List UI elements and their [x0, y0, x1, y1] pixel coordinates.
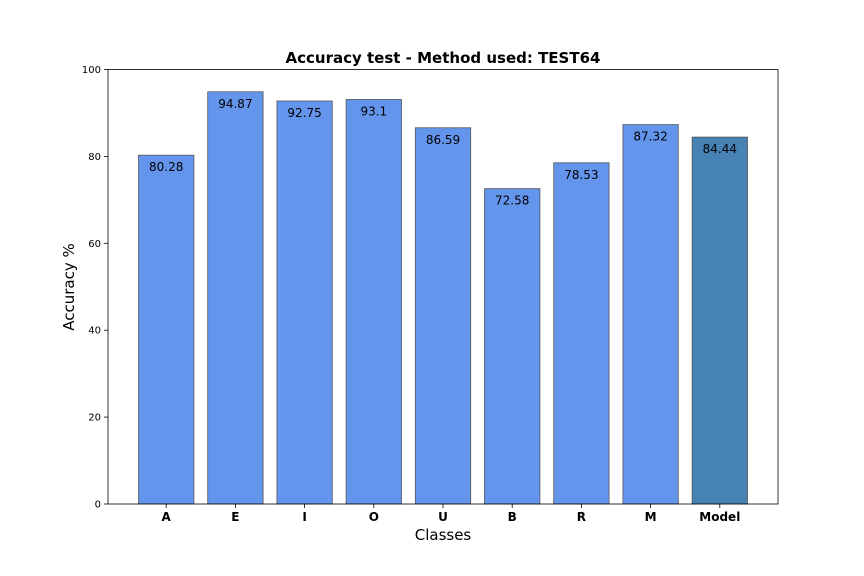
x-axis: A E I O U B R M Model: [162, 504, 740, 524]
data-label-m: 87.32: [633, 130, 667, 144]
x-tick-label-u: U: [438, 510, 448, 524]
bar-r: [553, 162, 610, 505]
data-label-model: 84.44: [703, 142, 737, 156]
y-tick-label-20: 20: [88, 413, 101, 424]
data-label-e: 94.87: [218, 97, 252, 111]
y-tick-label-100: 100: [82, 65, 101, 76]
bar-a: [138, 154, 195, 505]
bar-o: [345, 99, 402, 505]
bar-b: [484, 188, 541, 505]
y-tick-label-0: 0: [95, 500, 101, 511]
data-label-u: 86.59: [426, 133, 460, 147]
x-tick-label-a: A: [162, 510, 172, 524]
x-tick-label-e: E: [231, 510, 239, 524]
data-label-r: 78.53: [564, 168, 598, 182]
data-label-b: 72.58: [495, 194, 529, 208]
y-tick-label-40: 40: [88, 326, 101, 337]
x-tick-label-o: O: [369, 510, 379, 524]
data-label-i: 92.75: [287, 106, 321, 120]
bars-group: 80.28 94.87 92.75 93.1 86.59 72.58 78.53 87.32 8…: [138, 91, 748, 505]
bar-e: [207, 91, 264, 505]
x-tick-label-i: I: [302, 510, 306, 524]
y-tick-label-80: 80: [88, 152, 101, 163]
bar-i: [276, 100, 333, 505]
bar-u: [414, 127, 472, 505]
data-label-o: 93.1: [360, 104, 387, 118]
x-tick-label-r: R: [577, 510, 586, 524]
x-tick-label-b: B: [508, 510, 517, 524]
y-axis: 0 20 40 60 80 100: [82, 65, 108, 511]
x-tick-label-m: M: [645, 510, 657, 524]
chart-title: Accuracy test - Method used: TEST64: [286, 49, 601, 67]
y-tick-label-60: 60: [88, 239, 101, 250]
data-label-a: 80.28: [149, 160, 183, 174]
bar-model: [691, 136, 748, 505]
x-tick-label-model: Model: [699, 510, 740, 524]
y-axis-label: Accuracy %: [60, 243, 78, 331]
bar-m: [622, 124, 679, 505]
x-axis-label: Classes: [415, 526, 472, 544]
